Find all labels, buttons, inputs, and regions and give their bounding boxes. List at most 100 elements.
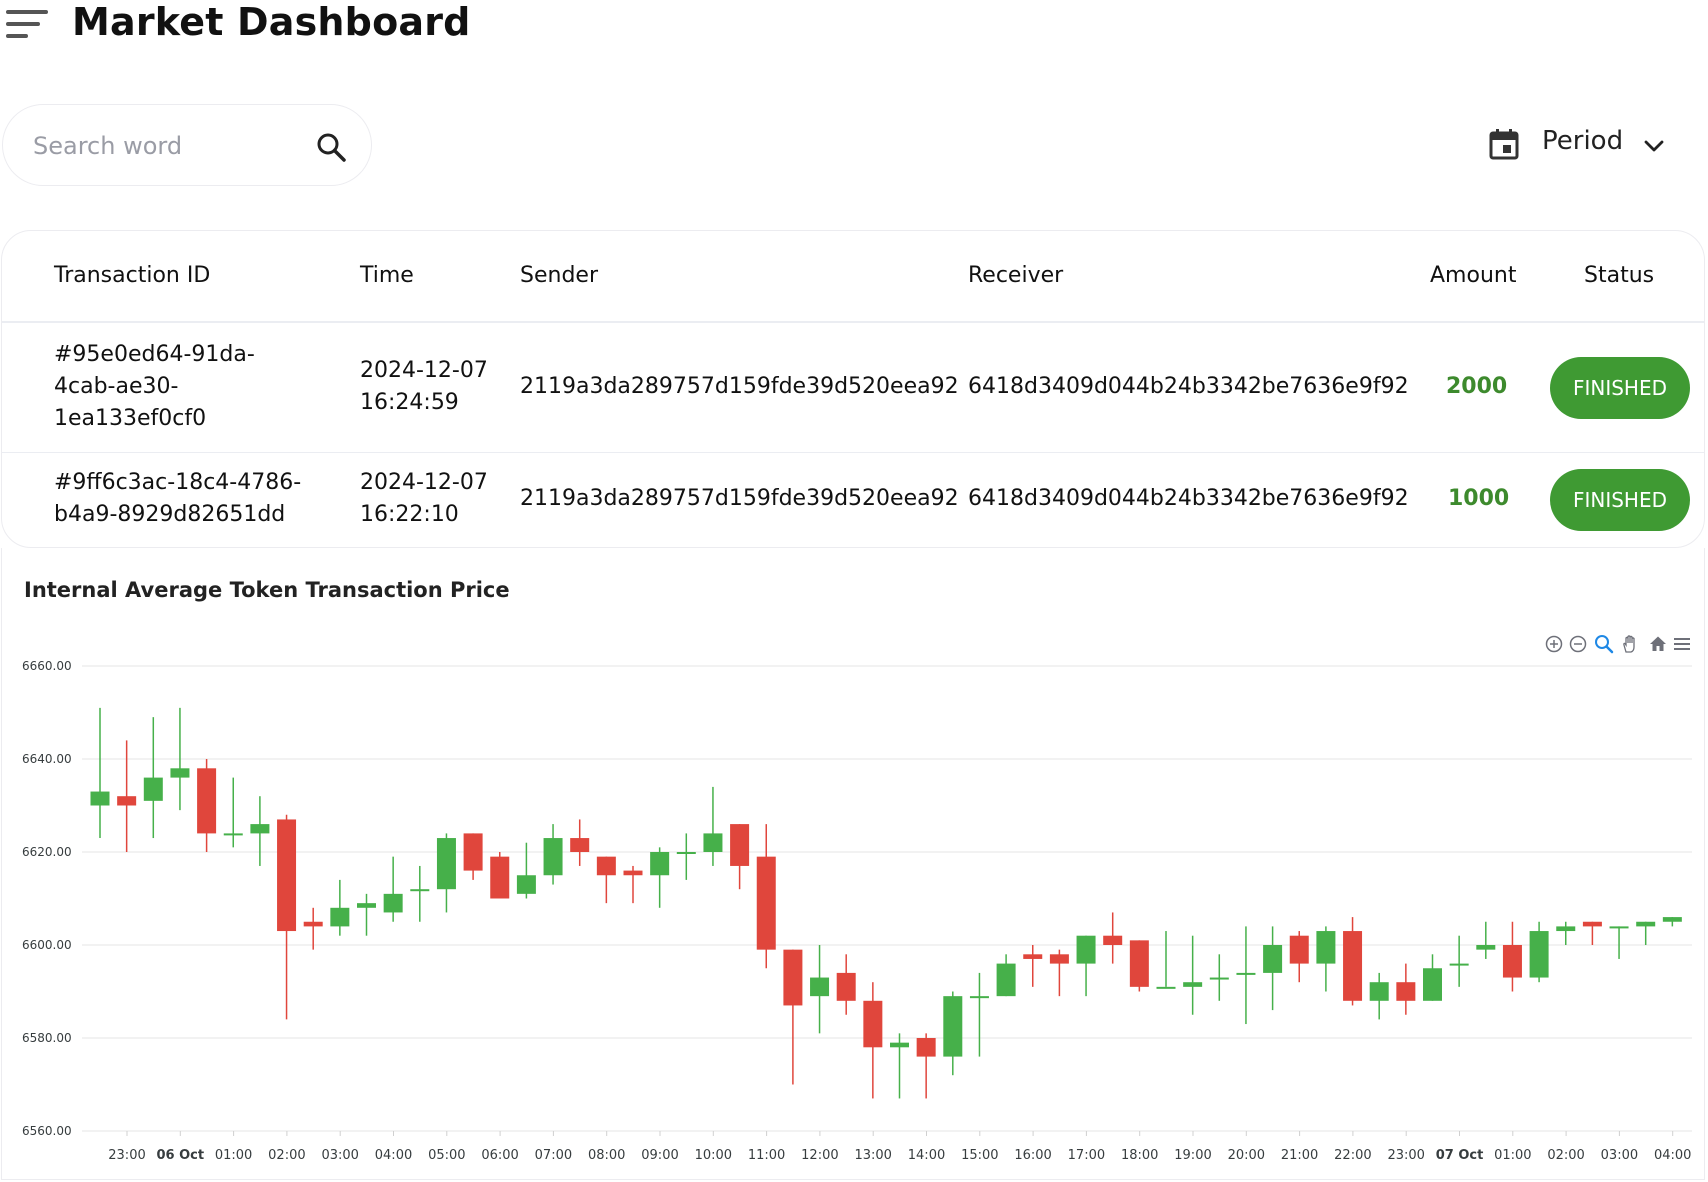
x-tick-label: 14:00 [908,1148,945,1163]
candle-body [1076,935,1096,964]
candle-body [1209,977,1229,980]
table-row[interactable]: #95e0ed64-91da- 4cab-ae30- 1ea133ef0cf0 … [2,323,1704,453]
x-tick-label: 04:00 [1654,1148,1691,1163]
x-tick-label: 01:00 [1494,1148,1531,1163]
table-row[interactable]: #9ff6c3ac-18c4-4786- b4a9-8929d82651dd 2… [2,453,1704,547]
candle-body [1343,931,1363,1001]
y-tick-label: 6600.00 [22,938,72,952]
sender-cell: 2119a3da289757d159fde39d520eea92 [520,374,959,399]
candle-body [1609,926,1629,929]
candle-body [969,996,989,999]
candle-body [1449,963,1469,966]
candle-body [570,838,590,852]
candle-body [1263,945,1283,973]
chart-toolbar [1542,634,1702,656]
time-date: 2024-12-07 [360,358,488,383]
x-tick-label: 16:00 [1014,1148,1051,1163]
candle-body [90,791,110,806]
candle-body [676,852,696,854]
candlestick-chart[interactable]: 6560.00 6580.00 6600.00 6620.00 6640.00 6660.… [2,548,1706,1180]
search-icon[interactable] [315,131,347,163]
column-header-sender[interactable]: Sender [520,263,598,288]
transaction-id-line: 1ea133ef0cf0 [54,406,207,431]
time-clock: 16:24:59 [360,390,459,415]
candle-body [1183,982,1203,987]
transactions-table: Transaction ID Time Sender Receiver Amou… [1,230,1705,548]
candle-body [943,996,963,1057]
candle-body [1289,935,1309,964]
candle-body [1049,954,1069,964]
x-tick-label: 18:00 [1121,1148,1158,1163]
x-tick-label: 07 Oct [1436,1148,1484,1163]
candle-body [1023,954,1043,959]
candle-body [436,838,456,890]
column-header-status[interactable]: Status [1584,263,1655,288]
candle-body [1582,921,1602,927]
y-tick-label: 6580.00 [22,1031,72,1045]
candle-body [1636,921,1656,927]
search-box [2,104,372,186]
home-icon[interactable] [1648,634,1668,654]
x-tick-label: 10:00 [695,1148,732,1163]
chart-title: Internal Average Token Transaction Price [24,578,510,602]
x-tick-label: 15:00 [961,1148,998,1163]
zoom-out-icon[interactable] [1568,634,1588,654]
x-tick-label: 13:00 [854,1148,891,1163]
candle-body [623,870,643,876]
candle-body [250,824,270,834]
candle-body [596,856,616,876]
search-input[interactable] [33,127,303,165]
column-header-receiver[interactable]: Receiver [968,263,1064,288]
status-badge[interactable]: FINISHED [1550,357,1690,419]
menu-icon[interactable] [6,10,50,40]
transaction-id-line: #9ff6c3ac-18c4-4786- [54,470,302,495]
candle-body [836,972,856,1001]
status-badge[interactable]: FINISHED [1550,469,1690,531]
x-tick-label: 23:00 [108,1148,145,1163]
x-tick-label: 06:00 [481,1148,518,1163]
candle-body [197,768,217,834]
time-clock: 16:22:10 [360,502,459,527]
candle-body [1103,935,1123,945]
candle-body [1502,945,1522,978]
column-header-transaction-id[interactable]: Transaction ID [54,263,211,288]
x-tick-label: 20:00 [1228,1148,1265,1163]
receiver-cell: 6418d3409d044b24b3342be7636e9f92 [968,374,1409,399]
x-tick-label: 21:00 [1281,1148,1318,1163]
amount-cell: 2000 [1446,374,1508,399]
zoom-select-icon[interactable] [1594,634,1614,654]
header: Market Dashboard [0,0,1708,50]
transaction-id-line: 4cab-ae30- [54,374,179,399]
y-tick-label: 6640.00 [22,752,72,766]
candle-body [756,856,776,950]
candle-body [330,907,350,927]
x-tick-label: 09:00 [641,1148,678,1163]
time-date: 2024-12-07 [360,470,488,495]
candle-body [1423,968,1442,1001]
x-tick-label: 04:00 [375,1148,412,1163]
period-dropdown[interactable]: Period [1488,124,1688,164]
candle-body [996,963,1016,997]
candle-body [223,833,243,836]
transaction-id-cell: #9ff6c3ac-18c4-4786- b4a9-8929d82651dd [54,467,301,531]
transaction-id-line: b4a9-8929d82651dd [54,502,286,527]
candle-body [1396,982,1416,1001]
pan-icon[interactable] [1620,634,1640,654]
column-header-time[interactable]: Time [360,263,414,288]
calendar-icon [1489,129,1519,160]
candle-body [863,1000,883,1048]
candle-body [703,833,723,852]
candle-body [1556,926,1576,932]
page-title: Market Dashboard [72,0,471,44]
sender-cell: 2119a3da289757d159fde39d520eea92 [520,486,959,511]
zoom-in-icon[interactable] [1544,634,1564,654]
time-cell: 2024-12-07 16:22:10 [360,467,488,531]
x-tick-label: 07:00 [535,1148,572,1163]
x-tick-label: 02:00 [268,1148,305,1163]
menu-icon[interactable] [1672,634,1692,654]
amount-cell: 1000 [1448,486,1510,511]
candle-body [1369,982,1389,1001]
x-tick-label: 01:00 [215,1148,252,1163]
candle-body [916,1038,936,1057]
column-header-amount[interactable]: Amount [1430,263,1517,288]
